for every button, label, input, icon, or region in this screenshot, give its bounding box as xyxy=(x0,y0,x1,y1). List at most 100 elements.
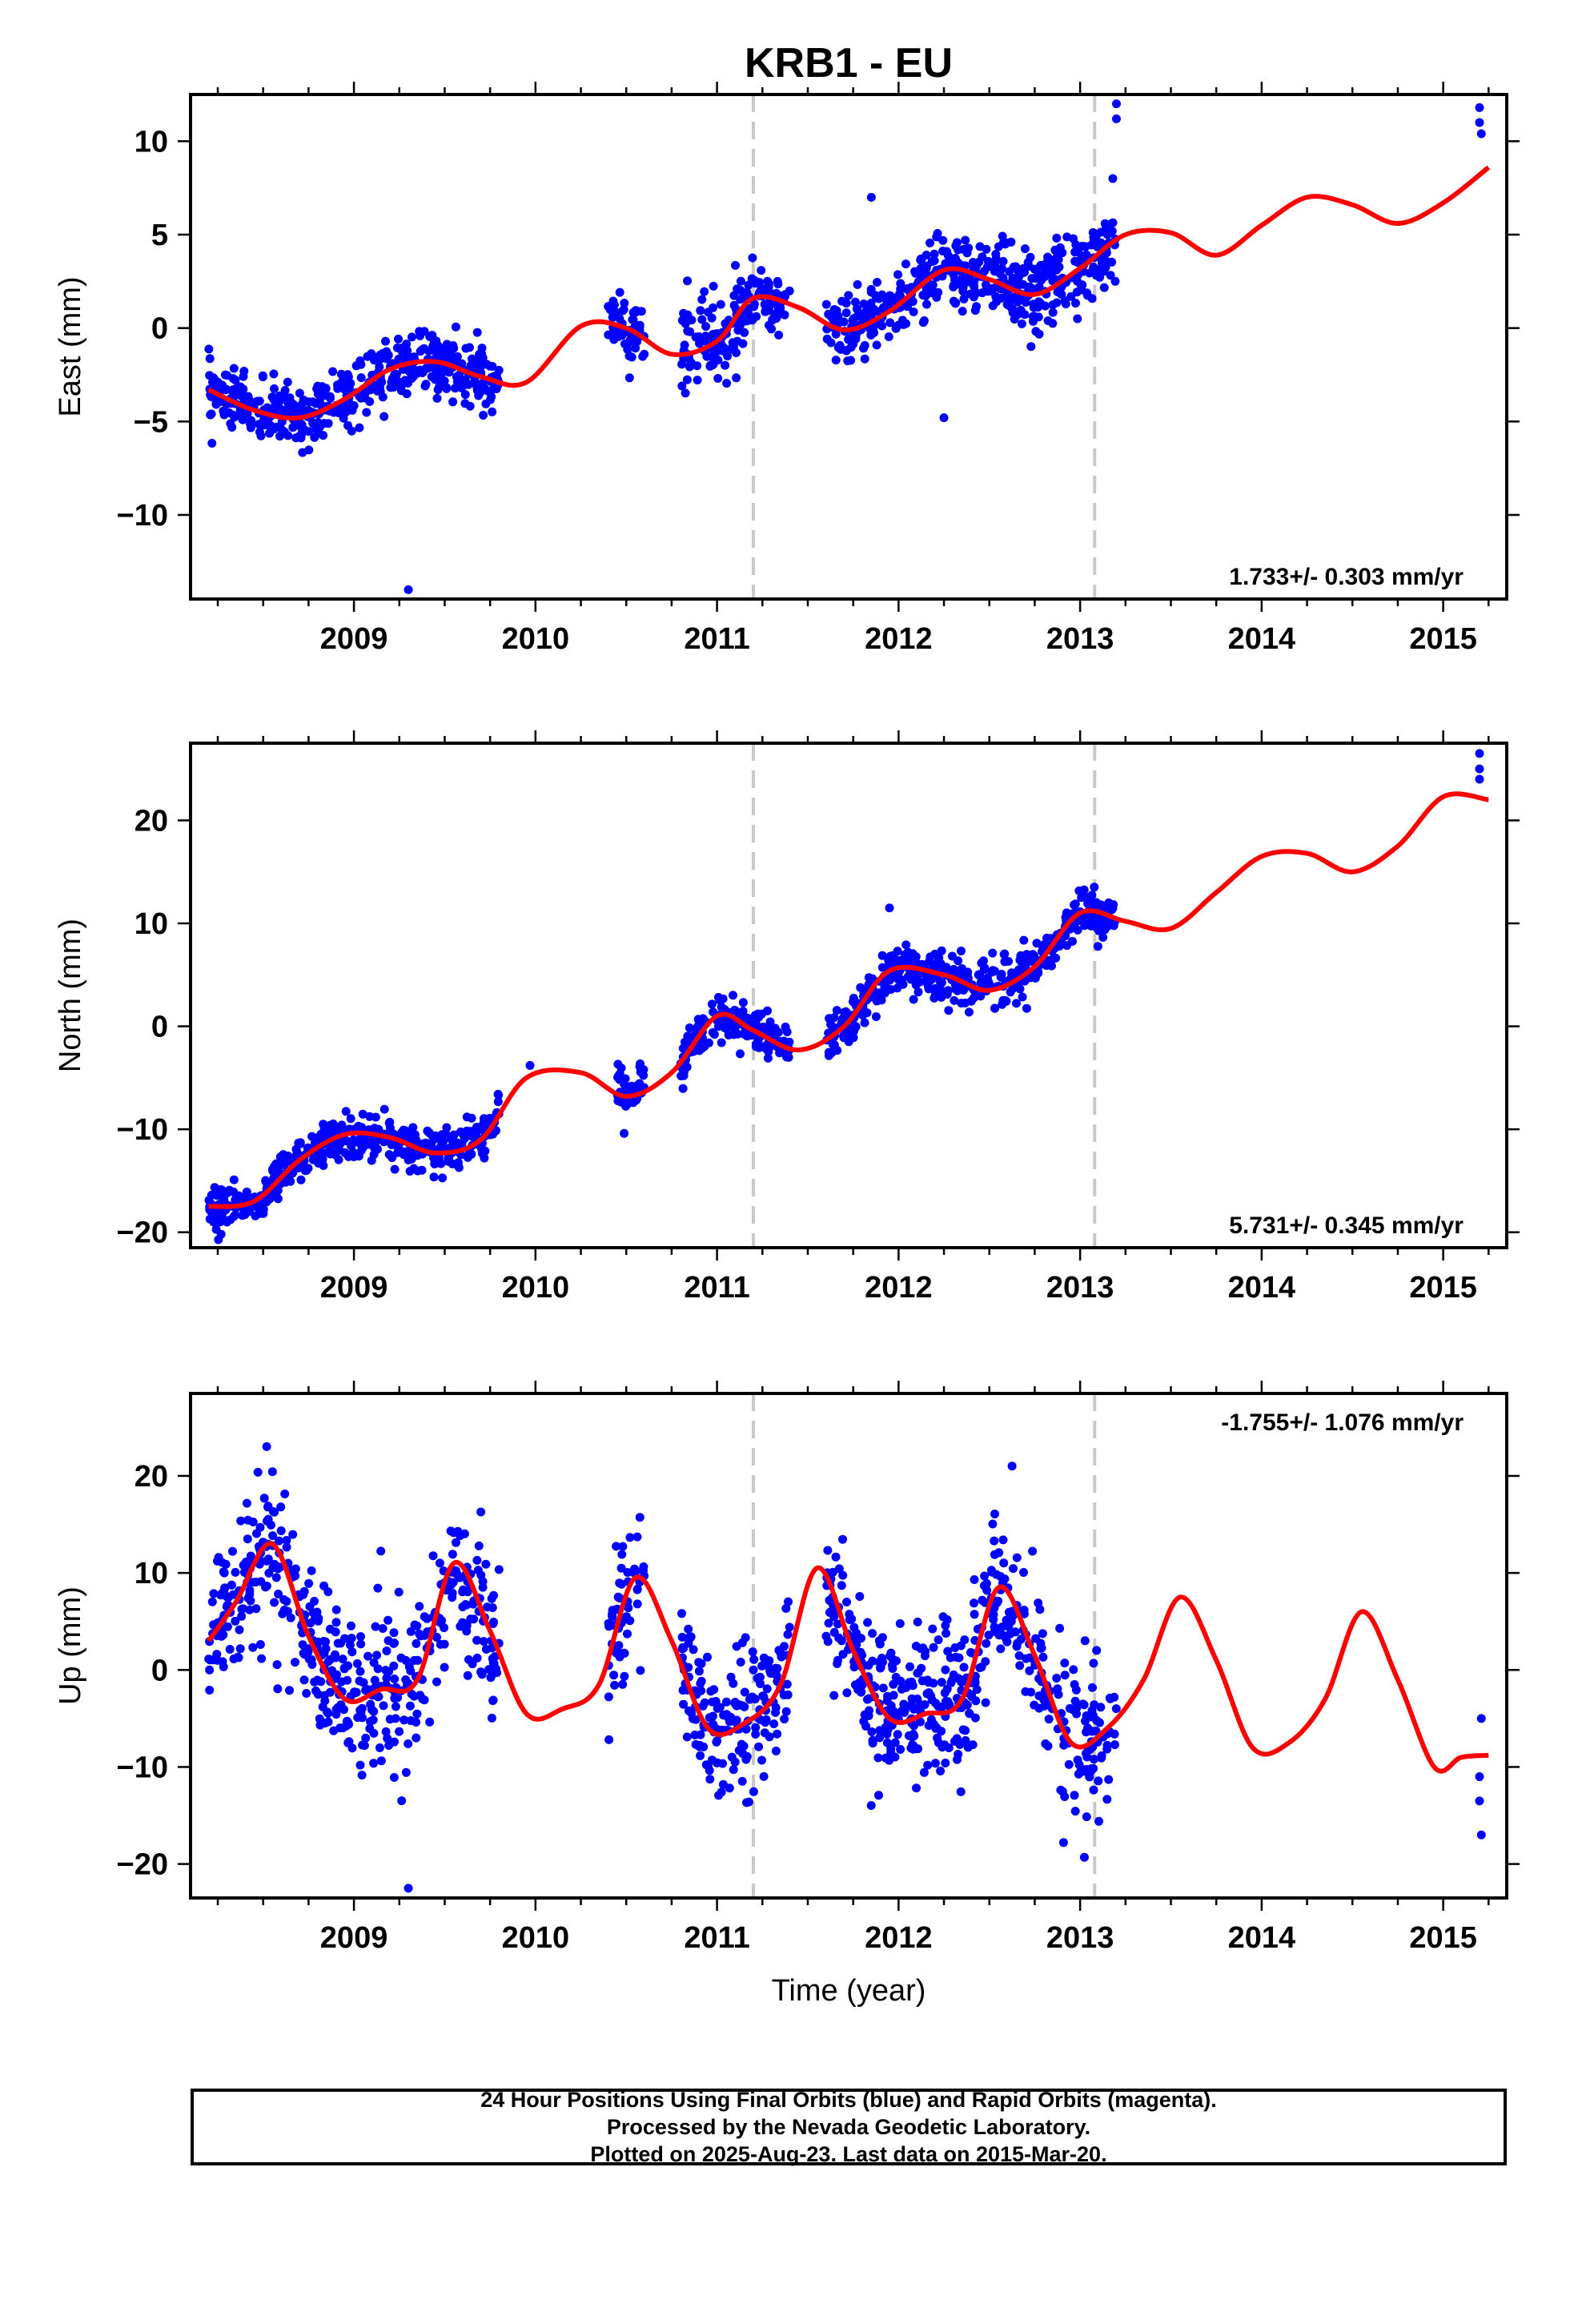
data-point xyxy=(754,1742,764,1751)
data-point xyxy=(1070,1807,1080,1816)
data-point xyxy=(833,1659,842,1668)
data-point xyxy=(355,423,364,432)
data-point xyxy=(833,1046,842,1055)
data-point xyxy=(635,1062,644,1072)
data-point xyxy=(785,1622,794,1632)
data-point xyxy=(1021,1687,1030,1696)
x-tick-label: 2009 xyxy=(320,1271,388,1305)
data-point xyxy=(978,1595,987,1605)
x-tick-label: 2009 xyxy=(320,1921,388,1955)
data-point xyxy=(990,1003,999,1013)
data-point xyxy=(844,291,853,300)
data-point xyxy=(609,1671,619,1680)
data-point xyxy=(412,1733,421,1743)
data-point xyxy=(1107,257,1117,267)
data-point xyxy=(757,1755,766,1765)
data-point xyxy=(408,352,417,362)
data-point xyxy=(262,1556,271,1566)
data-point xyxy=(856,983,865,992)
data-point xyxy=(921,251,931,259)
data-point xyxy=(1035,271,1045,280)
data-point xyxy=(463,1671,472,1680)
data-point xyxy=(362,408,371,417)
data-point xyxy=(1079,885,1089,895)
data-point xyxy=(950,995,959,1005)
data-point xyxy=(218,1657,227,1667)
data-point xyxy=(1082,1711,1091,1720)
data-point xyxy=(921,263,931,273)
data-point xyxy=(252,1202,262,1212)
data-point xyxy=(990,967,999,976)
data-point xyxy=(943,1647,953,1656)
data-point xyxy=(319,1691,329,1700)
data-point xyxy=(749,1665,758,1675)
data-point xyxy=(343,1716,351,1726)
data-point xyxy=(1019,935,1029,945)
data-point xyxy=(986,1566,996,1575)
data-point xyxy=(291,1564,300,1574)
data-point xyxy=(1073,314,1082,324)
data-point xyxy=(460,399,470,408)
data-point xyxy=(831,356,841,365)
data-point xyxy=(375,387,385,396)
data-point xyxy=(759,1024,769,1034)
data-point xyxy=(1093,265,1102,275)
data-point xyxy=(488,1667,497,1677)
data-point xyxy=(635,1079,644,1088)
data-point xyxy=(408,1123,418,1132)
data-point xyxy=(979,956,988,966)
data-point xyxy=(402,389,412,399)
data-point xyxy=(204,1655,214,1664)
data-point xyxy=(997,970,1006,979)
data-point xyxy=(779,1691,789,1700)
data-point xyxy=(860,354,869,364)
data-point xyxy=(1021,962,1030,971)
data-point xyxy=(282,1536,291,1545)
data-point xyxy=(911,980,921,990)
data-point xyxy=(729,991,737,1000)
data-point xyxy=(267,1467,277,1477)
data-point xyxy=(972,1685,982,1695)
data-point xyxy=(1070,899,1080,909)
data-point xyxy=(869,328,878,337)
data-point xyxy=(473,1125,483,1135)
plot-frame xyxy=(189,742,1508,1249)
data-point xyxy=(761,307,770,316)
data-point xyxy=(922,300,931,309)
data-point xyxy=(733,284,742,294)
data-point xyxy=(640,349,649,359)
data-point xyxy=(990,1536,999,1546)
data-point xyxy=(1061,300,1070,308)
data-point xyxy=(825,1608,834,1617)
data-point xyxy=(474,1541,484,1550)
data-point xyxy=(895,1618,905,1628)
data-point xyxy=(383,1734,392,1743)
data-point xyxy=(265,428,274,438)
data-point xyxy=(421,380,431,389)
data-point xyxy=(308,419,318,428)
data-point xyxy=(440,1663,449,1672)
x-tick-label: 2010 xyxy=(502,1271,570,1305)
data-point xyxy=(262,1441,271,1451)
data-point xyxy=(701,322,711,332)
data-point xyxy=(901,940,911,950)
data-point xyxy=(1096,227,1106,237)
model-curve xyxy=(207,165,1491,421)
data-point xyxy=(433,385,443,395)
data-point xyxy=(404,1884,413,1893)
data-point xyxy=(702,352,712,361)
data-point xyxy=(207,409,216,419)
data-point xyxy=(469,378,479,388)
data-point xyxy=(1050,245,1060,255)
data-point xyxy=(420,1612,429,1622)
data-point xyxy=(363,352,372,361)
x-tick-label: 2009 xyxy=(320,622,388,656)
data-point xyxy=(938,235,948,245)
data-point xyxy=(365,1112,375,1121)
data-point xyxy=(356,1707,366,1717)
data-point xyxy=(697,1043,707,1053)
data-point xyxy=(618,1679,628,1689)
data-point xyxy=(488,1658,498,1667)
data-point xyxy=(624,373,634,383)
data-point xyxy=(313,381,323,391)
